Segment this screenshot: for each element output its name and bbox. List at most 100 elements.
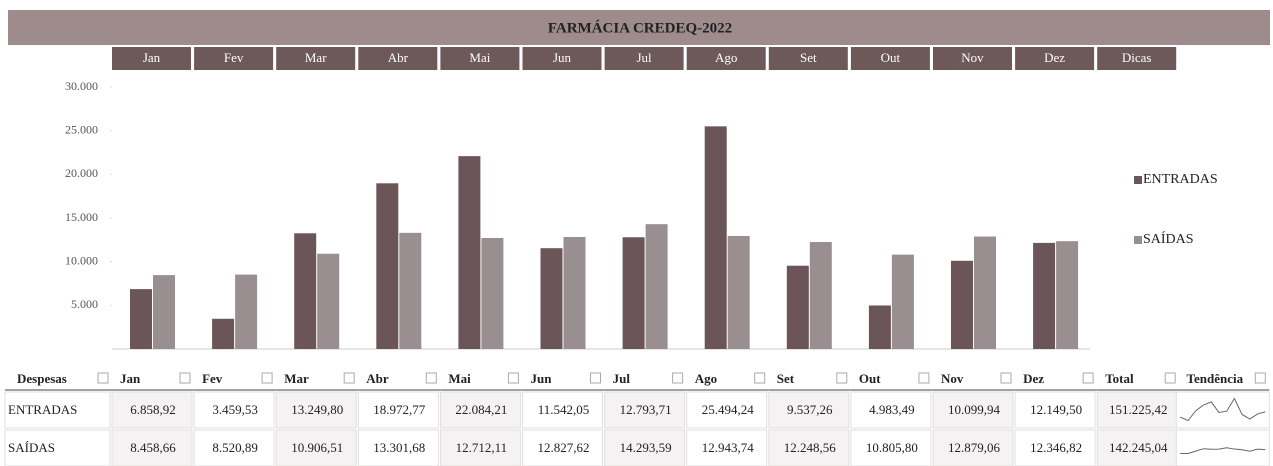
cell-text: 12.346,82 [1030, 440, 1082, 455]
month-tab[interactable] [112, 47, 191, 70]
filter-button[interactable] [425, 372, 437, 384]
filter-button[interactable] [836, 372, 848, 384]
y-tick-label: 30.000 [65, 79, 98, 93]
cell [850, 391, 932, 429]
column-header: Jan [120, 371, 141, 386]
cell [686, 429, 768, 466]
cell-text: 25.494,24 [702, 402, 755, 417]
cell-text: 12.149,50 [1030, 402, 1082, 417]
month-tab-label: Set [800, 50, 817, 65]
month-tab[interactable] [686, 47, 766, 70]
cell [522, 429, 603, 466]
month-tab[interactable] [358, 47, 438, 70]
filter-button[interactable] [343, 372, 355, 384]
filter-button[interactable] [672, 372, 684, 384]
month-tab[interactable] [850, 47, 930, 70]
cell [932, 429, 1014, 466]
bar [786, 265, 809, 349]
filter-button[interactable] [1082, 372, 1094, 384]
month-tab-label: Jun [553, 50, 572, 65]
filter-button[interactable] [590, 372, 601, 384]
month-tab[interactable] [1015, 47, 1095, 70]
month-tab[interactable] [440, 47, 520, 70]
cell [604, 391, 686, 429]
month-tab[interactable] [933, 47, 1012, 70]
cell [193, 391, 275, 429]
cell-text: 12.248,56 [784, 440, 837, 455]
cell [439, 429, 521, 466]
cell-text: 12.879,06 [948, 440, 1001, 455]
month-tab[interactable] [604, 47, 684, 70]
cell [357, 391, 439, 429]
cell-text: 8.520,89 [212, 440, 258, 455]
bar [727, 235, 750, 349]
cell-text: 22.084,21 [455, 402, 507, 417]
filter-button[interactable] [97, 372, 109, 384]
cell-text: ENTRADAS [8, 402, 77, 417]
month-tab-label: Jan [143, 50, 161, 65]
filter-button[interactable] [1254, 372, 1266, 384]
bar [153, 275, 175, 349]
month-tab-label: Dez [1044, 50, 1065, 65]
filter-button[interactable] [261, 372, 273, 384]
bar [212, 318, 235, 349]
cell [275, 391, 357, 429]
cell [439, 391, 521, 429]
bar [974, 236, 996, 349]
bar [809, 242, 832, 349]
month-tab-label: Out [881, 50, 901, 65]
cell-text: 10.099,94 [948, 402, 1001, 417]
bar [458, 156, 481, 349]
cell [768, 391, 850, 429]
bar [481, 237, 504, 349]
y-tick-label: 5.000 [71, 297, 98, 311]
cell-text: 8.458,66 [130, 440, 176, 455]
cell-text: 12.943,74 [702, 440, 755, 455]
bar [704, 126, 727, 349]
column-header: Fev [202, 371, 223, 386]
cell [275, 429, 357, 466]
column-header: Ago [695, 371, 717, 386]
month-tab[interactable] [1097, 47, 1177, 70]
filter-button[interactable] [507, 372, 519, 384]
cell [768, 429, 850, 466]
month-tab-label: Nov [961, 50, 984, 65]
sparkline-cell [1175, 391, 1270, 429]
month-tab[interactable] [276, 47, 356, 70]
column-header: Jul [613, 371, 631, 386]
filter-button[interactable] [1000, 372, 1012, 384]
cell-text: 3.459,53 [212, 402, 258, 417]
column-header: Mai [448, 371, 471, 386]
sparkline [1180, 397, 1266, 422]
column-header: Abr [366, 371, 389, 386]
cell [604, 429, 686, 466]
filter-button[interactable] [918, 372, 930, 384]
month-tab-label: Dicas [1122, 50, 1152, 65]
month-tab[interactable] [194, 47, 274, 70]
cell [522, 391, 603, 429]
cell [1014, 429, 1096, 466]
bar [540, 248, 563, 349]
filter-button[interactable] [179, 372, 191, 384]
month-tab[interactable] [522, 47, 602, 70]
month-tab[interactable] [768, 47, 848, 70]
bar [1033, 242, 1056, 349]
month-tab-label: Ago [715, 50, 737, 65]
month-tab-label: Mai [469, 50, 490, 65]
bar [622, 237, 645, 349]
bar [563, 236, 586, 349]
cell [111, 429, 193, 466]
cell-text: 142.245,04 [1109, 440, 1168, 455]
filter-button[interactable] [1164, 372, 1176, 384]
bar [868, 305, 891, 349]
title: FARMÁCIA CREDEQ-2022 [548, 19, 732, 36]
bar [294, 233, 317, 349]
y-tick-label: 15.000 [65, 210, 98, 224]
cell-text: 10.906,51 [291, 440, 343, 455]
cell-text: 4.983,49 [869, 402, 915, 417]
bar [1056, 241, 1079, 349]
cell [4, 391, 111, 429]
cell [111, 391, 193, 429]
filter-button[interactable] [754, 372, 766, 384]
bar [645, 224, 668, 349]
